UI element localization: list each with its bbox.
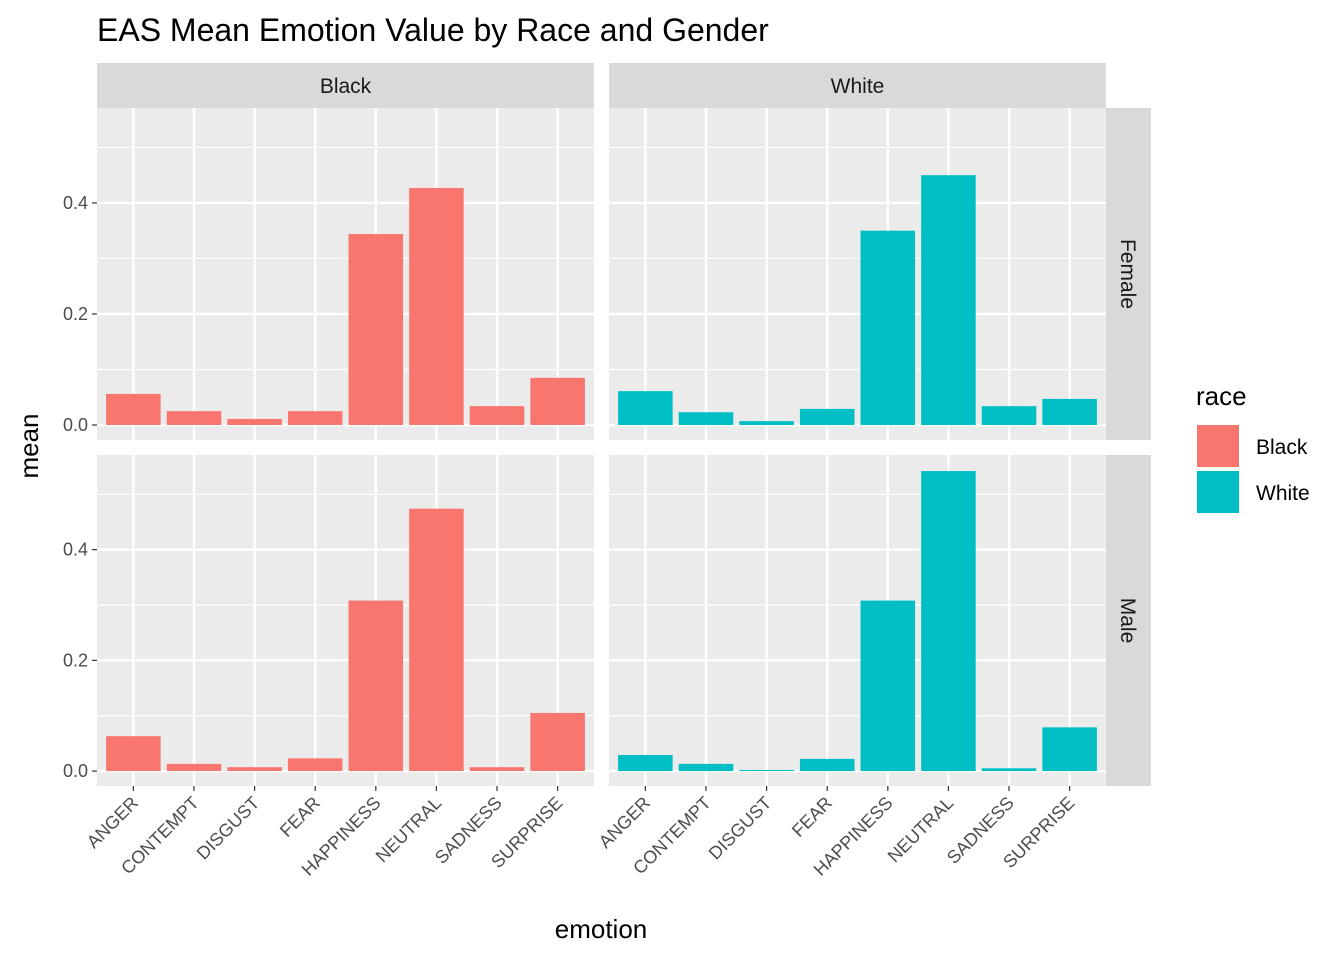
bar-fear <box>799 758 855 772</box>
panel-black-female: 0.0 0.2 0.4 <box>63 108 594 440</box>
bar-neutral <box>409 508 464 772</box>
bar-surprise <box>1042 398 1097 426</box>
y-tick-label: 0.4 <box>63 540 88 560</box>
x-tick-label: DISGUST <box>193 793 264 864</box>
bar-contempt <box>678 763 734 772</box>
bar-sadness <box>469 767 525 772</box>
bar-contempt <box>166 411 222 426</box>
panel-background <box>609 455 1106 786</box>
bar-anger <box>106 393 161 426</box>
bar-neutral <box>409 187 464 426</box>
y-axis-label: mean <box>14 413 44 478</box>
panel-background <box>609 108 1106 440</box>
panel-white-female <box>609 108 1106 440</box>
facet-strip-male <box>1106 455 1151 786</box>
bar-fear <box>799 408 855 426</box>
bar-contempt <box>678 412 734 426</box>
bar-happiness <box>860 230 916 426</box>
bar-happiness <box>348 600 404 772</box>
bar-sadness <box>981 768 1037 772</box>
facet-strip-white <box>609 63 1106 108</box>
x-axis-label: emotion <box>555 914 648 944</box>
legend-label-black: Black <box>1256 436 1308 459</box>
bar-disgust <box>739 769 794 772</box>
bar-contempt <box>166 763 222 772</box>
x-tick-label: DISGUST <box>705 793 776 864</box>
facet-strip-black <box>97 63 594 108</box>
facet-label-white: White <box>831 75 885 98</box>
facet-label-male: Male <box>1116 598 1139 644</box>
bar-fear <box>287 758 343 772</box>
chart-title: EAS Mean Emotion Value by Race and Gende… <box>97 12 769 48</box>
bar-disgust <box>227 767 282 772</box>
bar-anger <box>618 391 673 426</box>
legend: race Black White <box>1196 381 1310 513</box>
panel-background <box>97 108 594 440</box>
y-tick-label: 0.2 <box>63 650 88 670</box>
x-tick-label: ANGER <box>83 793 142 852</box>
facet-label-black: Black <box>320 75 372 98</box>
facet-label-female: Female <box>1116 239 1139 309</box>
bar-sadness <box>981 406 1037 426</box>
bar-fear <box>287 411 343 426</box>
bar-surprise <box>1042 727 1097 772</box>
facet-strip-female <box>1106 108 1151 440</box>
x-tick-label: FEAR <box>788 793 836 841</box>
legend-label-white: White <box>1256 482 1310 505</box>
bar-surprise <box>530 712 585 772</box>
legend-key-black <box>1197 425 1239 467</box>
x-tick-label: FEAR <box>276 793 324 841</box>
panel-background <box>97 455 594 786</box>
y-tick-label: 0.4 <box>63 193 88 213</box>
x-tick-label: ANGER <box>595 793 654 852</box>
bar-sadness <box>469 406 525 426</box>
bar-surprise <box>530 377 585 426</box>
legend-key-white <box>1197 471 1239 513</box>
bar-happiness <box>348 234 404 426</box>
bar-neutral <box>921 175 976 426</box>
y-tick-label: 0.0 <box>63 761 88 781</box>
bar-happiness <box>860 600 916 772</box>
bar-anger <box>106 736 161 772</box>
bar-neutral <box>921 471 976 772</box>
bar-disgust <box>227 418 282 426</box>
legend-title: race <box>1196 381 1247 411</box>
y-tick-label: 0.0 <box>63 415 88 435</box>
y-tick-label: 0.2 <box>63 304 88 324</box>
bar-anger <box>618 755 673 772</box>
bar-disgust <box>739 421 794 426</box>
